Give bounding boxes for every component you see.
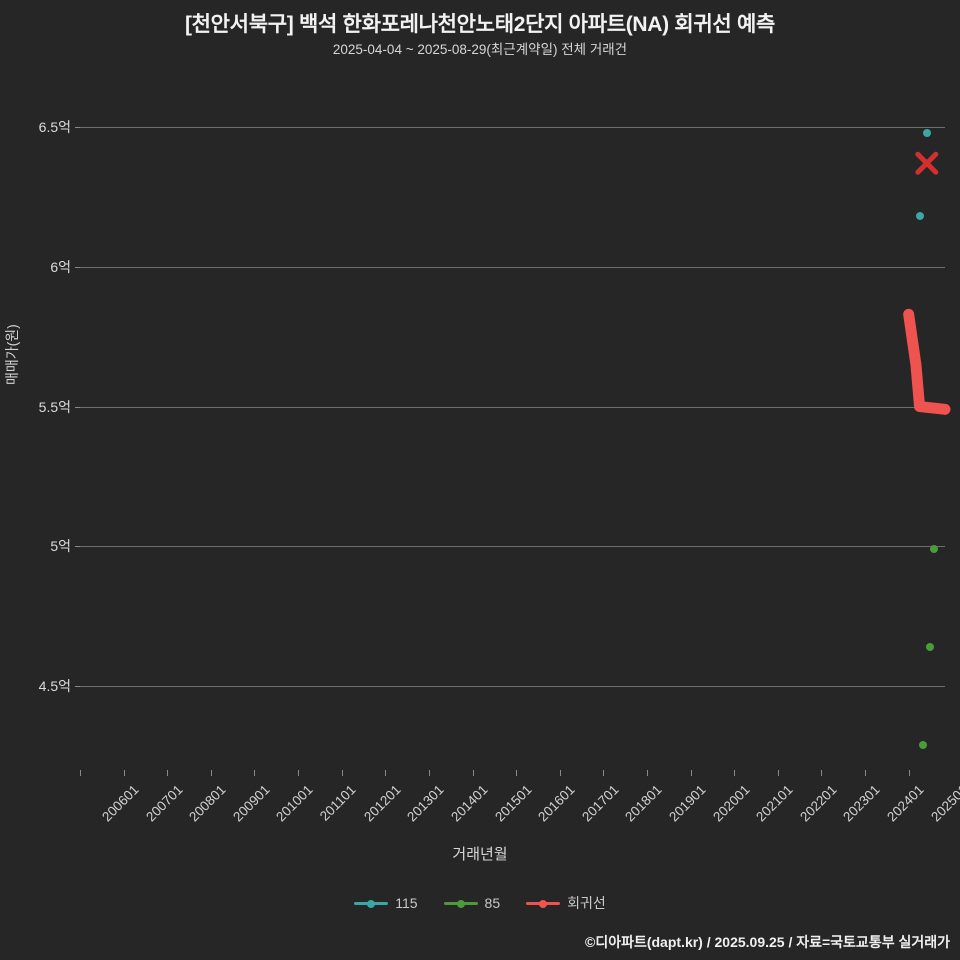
- x-tick-label: 201201: [360, 782, 404, 825]
- x-tick-mark: [908, 770, 910, 776]
- x-tick-mark: [690, 770, 692, 776]
- x-tick-mark: [646, 770, 648, 776]
- x-tick-label: 201401: [448, 782, 491, 825]
- x-tick-mark: [516, 770, 518, 776]
- plot-area: 6.5억 6억 5.5억 5억 4.5억 200601 200701 200801 20090…: [39, 85, 960, 825]
- x-tick-mark: [603, 770, 605, 776]
- x-tick-mark: [254, 770, 256, 776]
- x-tick-label: 201501: [491, 782, 535, 825]
- x-tick-mark: [123, 770, 125, 776]
- x-tick-label: 201601: [535, 782, 578, 825]
- x-tick-mark: [777, 770, 779, 776]
- gridline: [80, 686, 945, 688]
- y-tick-label: 4.5억: [38, 678, 71, 695]
- data-point[interactable]: [930, 545, 939, 554]
- regression-line: [903, 308, 951, 415]
- y-tick-mark: [75, 546, 80, 548]
- y-tick-label: 6.5억: [38, 118, 71, 135]
- x-tick-label: 202501: [927, 782, 960, 825]
- chart-subtitle: 2025-04-04 ~ 2025-08-29(최근계약일) 전체 거래건: [332, 42, 628, 57]
- x-tick-label: 202001: [709, 782, 753, 825]
- footer-credit: ©디아파트(dapt.kr) / 2025.09.25 / 자료=국토교통부 실…: [585, 934, 950, 950]
- x-tick-label: 201301: [404, 782, 447, 825]
- legend-item-회귀선[interactable]: 회귀선: [526, 893, 606, 913]
- regression-polyline: [903, 308, 951, 415]
- legend-swatch-icon: [443, 897, 478, 909]
- x-tick-mark: [734, 770, 736, 776]
- x-tick-mark: [472, 770, 474, 776]
- x-tick-label: 202201: [797, 782, 840, 825]
- prediction-marker-icon: [915, 151, 939, 175]
- x-tick-mark: [385, 770, 387, 776]
- x-tick-label: 200601: [99, 782, 142, 825]
- prediction-marker-icon: [915, 151, 939, 175]
- x-tick-label: 200701: [142, 782, 186, 825]
- x-tick-label: 200901: [230, 782, 273, 825]
- data-point[interactable]: [919, 740, 928, 749]
- page-title: [천안서북구] 백석 한화포레나천안노태2단지 아파트(NA) 회귀선 예측: [184, 13, 776, 36]
- x-tick-mark: [865, 770, 867, 776]
- y-tick-label: 6억: [50, 258, 71, 275]
- data-point[interactable]: [926, 642, 935, 651]
- x-tick-mark: [298, 770, 300, 776]
- legend-label: 회귀선: [567, 895, 606, 911]
- legend-item-115[interactable]: 115: [354, 895, 418, 911]
- x-tick-mark: [80, 770, 81, 776]
- legend-label: 85: [484, 895, 501, 911]
- x-tick-label: 201801: [622, 782, 666, 825]
- gridline: [80, 406, 945, 408]
- data-point[interactable]: [922, 128, 931, 137]
- legend-swatch-icon: [526, 897, 561, 909]
- gridline: [80, 546, 945, 548]
- x-tick-label: 201901: [666, 782, 709, 825]
- x-tick-label: 202301: [840, 782, 884, 825]
- x-tick-label: 202101: [753, 782, 796, 825]
- x-tick-mark: [559, 770, 561, 776]
- x-tick-mark: [821, 770, 823, 776]
- gridline: [80, 266, 945, 268]
- legend-swatch-icon: [354, 897, 389, 909]
- x-tick-mark: [167, 770, 169, 776]
- gridline: [80, 126, 945, 128]
- x-tick-label: 202401: [884, 782, 927, 825]
- chart-legend: 115 85 회귀선: [0, 893, 960, 913]
- x-tick-mark: [428, 770, 430, 776]
- legend-label: 115: [395, 895, 418, 911]
- data-point[interactable]: [915, 212, 924, 221]
- y-tick-label: 5.5억: [38, 398, 71, 415]
- x-tick-label: 201701: [578, 782, 622, 825]
- y-tick-mark: [75, 266, 80, 268]
- x-tick-mark: [341, 770, 343, 776]
- x-tick-mark: [210, 770, 212, 776]
- x-tick-label: 201001: [273, 782, 317, 825]
- x-tick-label: 200801: [186, 782, 229, 825]
- legend-item-85[interactable]: 85: [443, 895, 501, 911]
- x-tick-label: 201101: [316, 782, 359, 824]
- y-tick-mark: [75, 686, 80, 688]
- y-tick-mark: [75, 126, 80, 128]
- x-axis-title: 거래년월: [452, 846, 508, 863]
- y-tick-label: 5억: [50, 538, 71, 555]
- y-axis-title: 매매가(원): [4, 324, 20, 385]
- y-tick-mark: [75, 406, 80, 408]
